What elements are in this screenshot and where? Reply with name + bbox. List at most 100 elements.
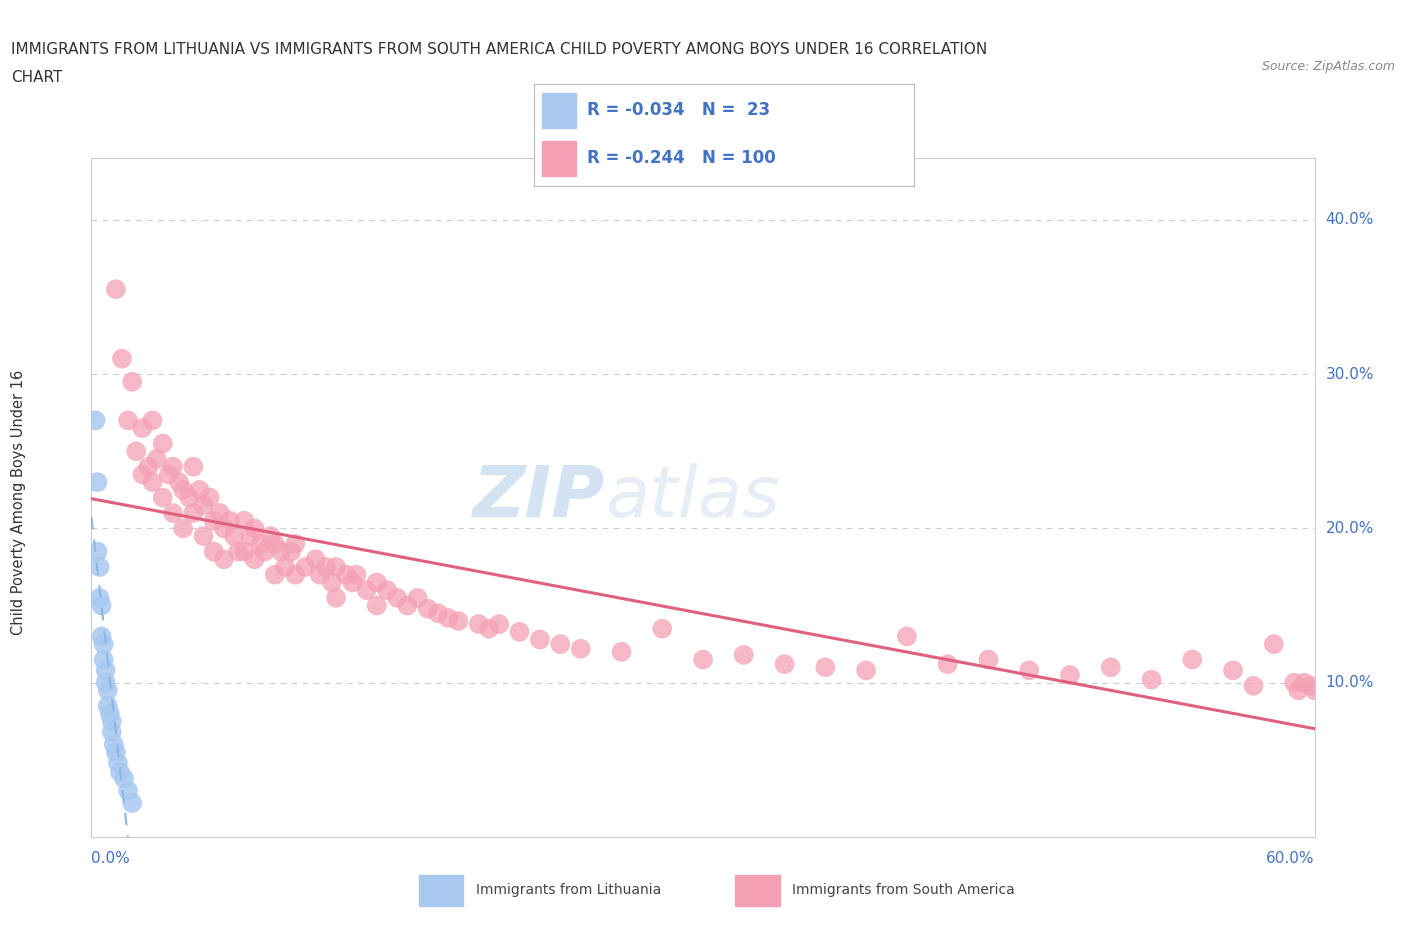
Point [366, 598, 388, 613]
Point [97, 683, 120, 698]
Point [125, 444, 148, 458]
Point [226, 544, 249, 559]
Point [233, 513, 256, 528]
Point [152, 490, 174, 505]
Point [193, 528, 215, 543]
Bar [541, 93, 576, 127]
Point [84, 413, 107, 428]
Point [467, 617, 491, 631]
Point [243, 551, 266, 566]
Text: 40.0%: 40.0% [1326, 212, 1374, 227]
Point [208, 506, 231, 521]
Point [162, 506, 184, 521]
Point [1243, 678, 1265, 693]
Point [284, 567, 307, 582]
Point [977, 652, 1000, 667]
Point [1222, 663, 1244, 678]
Point [335, 567, 357, 582]
Bar [541, 141, 576, 176]
Point [406, 591, 429, 605]
Point [104, 745, 127, 760]
Point [385, 591, 409, 605]
Point [274, 560, 297, 575]
Point [294, 560, 316, 575]
Text: 10.0%: 10.0% [1326, 675, 1374, 690]
Point [152, 436, 174, 451]
Point [121, 796, 143, 811]
Point [90, 629, 112, 644]
Point [183, 459, 205, 474]
Point [550, 637, 572, 652]
Point [280, 544, 302, 559]
Point [1099, 660, 1122, 675]
Point [94, 675, 117, 690]
Point [315, 560, 337, 575]
Point [239, 528, 262, 543]
Point [121, 375, 143, 390]
Point [101, 724, 124, 739]
Point [212, 551, 235, 566]
Point [1263, 637, 1285, 652]
Point [222, 528, 246, 543]
Point [304, 551, 326, 566]
Point [936, 657, 959, 671]
Point [157, 467, 180, 482]
Point [270, 544, 292, 559]
Point [375, 583, 398, 598]
Text: R = -0.244   N = 100: R = -0.244 N = 100 [588, 150, 776, 167]
Point [1294, 675, 1316, 690]
Point [437, 610, 460, 625]
Point [264, 567, 287, 582]
Point [86, 544, 108, 559]
Point [117, 783, 139, 798]
Point [188, 483, 211, 498]
Text: Source: ZipAtlas.com: Source: ZipAtlas.com [1261, 60, 1395, 73]
Point [651, 621, 673, 636]
Point [162, 459, 184, 474]
Point [325, 560, 347, 575]
Point [264, 537, 287, 551]
Point [233, 544, 256, 559]
Text: Immigrants from South America: Immigrants from South America [793, 884, 1015, 897]
Point [212, 521, 235, 536]
Text: IMMIGRANTS FROM LITHUANIA VS IMMIGRANTS FROM SOUTH AMERICA CHILD POVERTY AMONG B: IMMIGRANTS FROM LITHUANIA VS IMMIGRANTS … [11, 42, 987, 57]
Point [1140, 672, 1163, 687]
Bar [735, 875, 779, 906]
Point [253, 544, 276, 559]
Point [89, 560, 111, 575]
Point [183, 506, 205, 521]
Text: atlas: atlas [605, 463, 780, 532]
Point [692, 652, 714, 667]
Text: 60.0%: 60.0% [1267, 851, 1315, 866]
Point [416, 601, 439, 616]
Point [1286, 683, 1309, 698]
Point [321, 575, 343, 590]
Point [284, 537, 307, 551]
Point [202, 513, 225, 528]
Point [488, 617, 510, 631]
Point [138, 459, 160, 474]
Point [131, 420, 153, 435]
Point [1303, 683, 1326, 698]
Point [346, 567, 368, 582]
Point [396, 598, 419, 613]
Point [103, 737, 125, 751]
Point [243, 521, 266, 536]
Point [198, 490, 221, 505]
Text: CHART: CHART [11, 70, 63, 85]
Bar [419, 875, 464, 906]
Text: Immigrants from Lithuania: Immigrants from Lithuania [475, 884, 661, 897]
Point [179, 490, 201, 505]
Point [145, 452, 167, 467]
Point [131, 467, 153, 482]
Point [112, 771, 135, 786]
Point [733, 647, 755, 662]
Point [193, 498, 215, 512]
Point [86, 474, 108, 489]
Point [342, 575, 364, 590]
Point [172, 483, 194, 498]
Point [97, 698, 120, 713]
Point [107, 755, 129, 770]
Point [219, 513, 242, 528]
Point [509, 624, 531, 639]
